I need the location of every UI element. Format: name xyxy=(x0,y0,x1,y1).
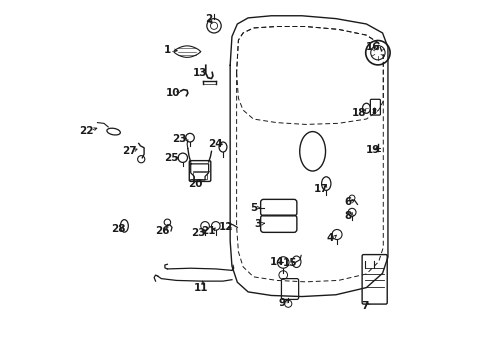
Text: 17: 17 xyxy=(314,184,328,194)
Text: 1: 1 xyxy=(163,45,171,55)
Text: 25: 25 xyxy=(163,153,178,163)
Text: 12: 12 xyxy=(218,222,233,232)
Text: 7: 7 xyxy=(360,301,367,311)
Text: 8: 8 xyxy=(344,211,351,221)
Text: 28: 28 xyxy=(111,225,125,234)
Text: 9: 9 xyxy=(278,298,285,308)
Text: 16: 16 xyxy=(365,42,379,52)
Text: 23: 23 xyxy=(172,134,186,144)
Text: 10: 10 xyxy=(165,88,180,98)
Text: 3: 3 xyxy=(254,219,261,229)
Text: 11: 11 xyxy=(193,283,207,293)
Text: 23: 23 xyxy=(190,228,204,238)
Text: 5: 5 xyxy=(249,203,257,213)
Text: 20: 20 xyxy=(187,179,202,189)
Text: 14: 14 xyxy=(269,257,284,267)
Text: 6: 6 xyxy=(344,197,351,207)
Text: 27: 27 xyxy=(122,145,137,156)
Text: 26: 26 xyxy=(155,226,169,236)
Text: 22: 22 xyxy=(79,126,94,135)
Text: 15: 15 xyxy=(283,258,297,268)
Text: 19: 19 xyxy=(365,144,379,154)
Text: 18: 18 xyxy=(351,108,366,118)
Text: 24: 24 xyxy=(207,139,222,149)
Text: 21: 21 xyxy=(201,226,215,236)
Text: 13: 13 xyxy=(192,68,206,78)
Text: 4: 4 xyxy=(325,233,333,243)
Text: 2: 2 xyxy=(204,14,212,24)
